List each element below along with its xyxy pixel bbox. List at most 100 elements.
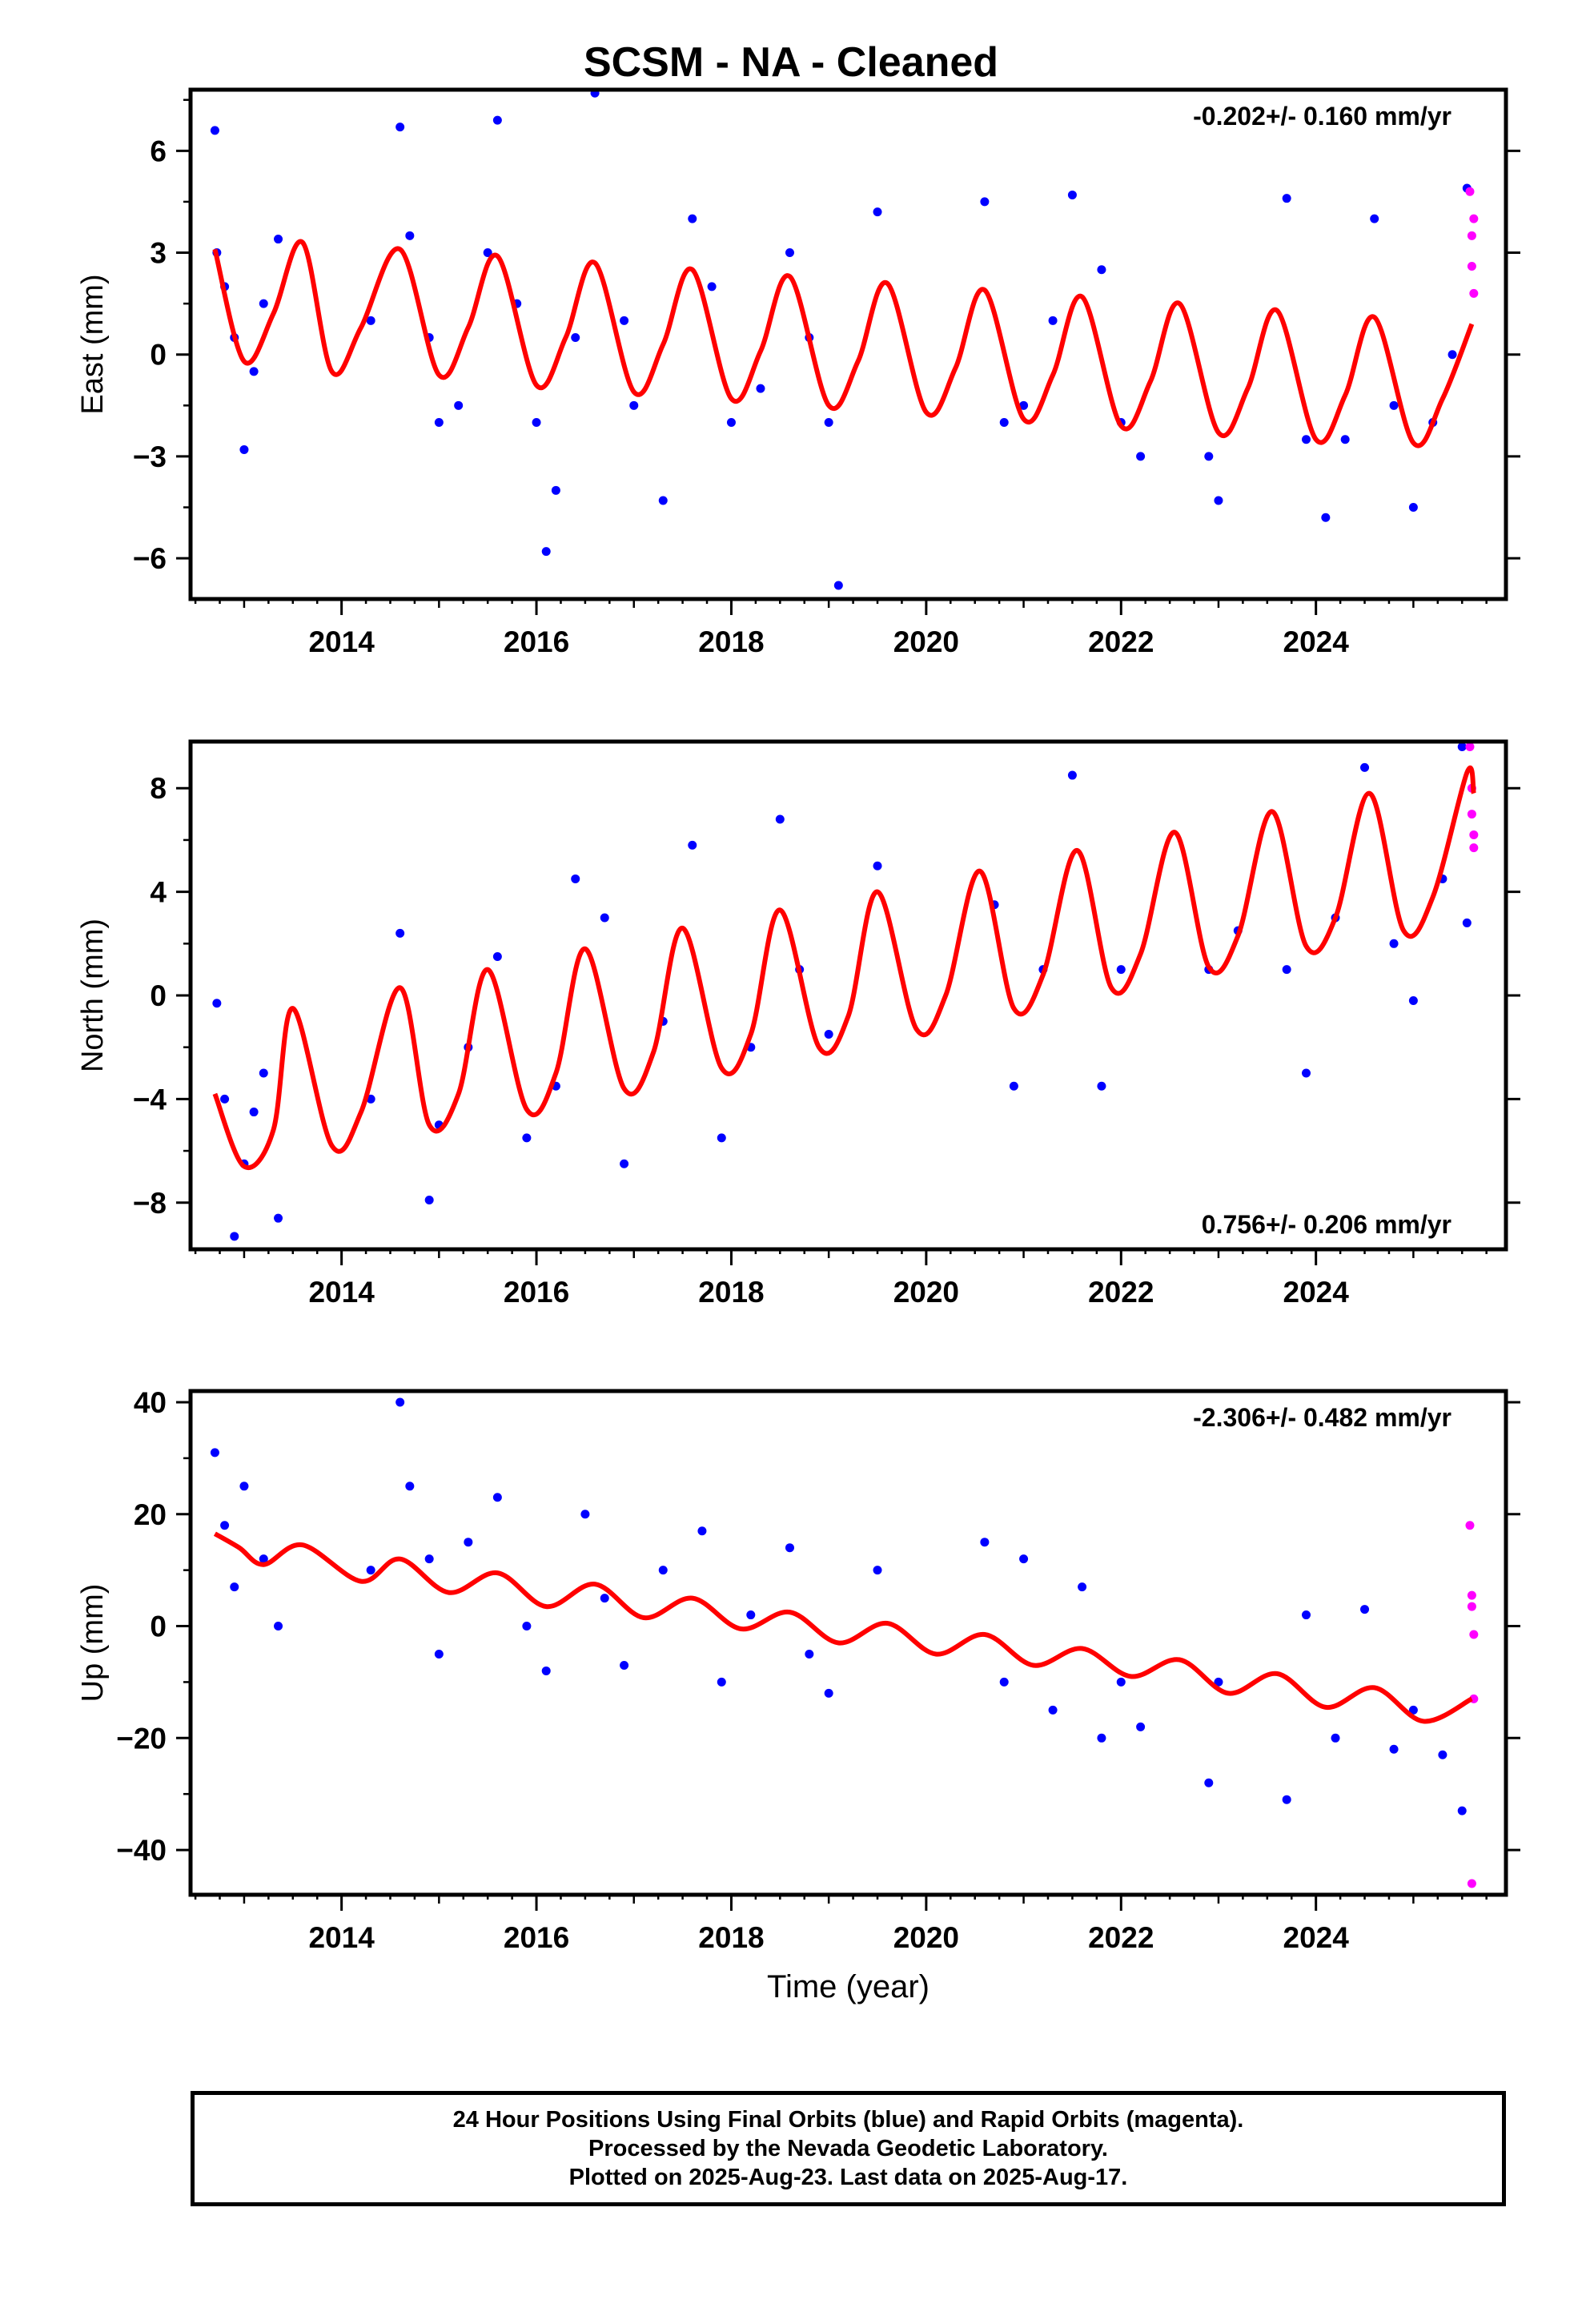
x-tick-label: 2014 bbox=[308, 1276, 375, 1309]
final-orbit-point bbox=[697, 1526, 707, 1536]
rapid-orbit-point bbox=[1467, 231, 1476, 240]
final-orbit-point bbox=[785, 248, 794, 258]
final-orbit-point bbox=[999, 418, 1009, 428]
final-orbit-point bbox=[1389, 939, 1399, 948]
y-tick-label: 3 bbox=[150, 237, 167, 270]
final-orbit-point bbox=[571, 874, 580, 883]
final-orbit-point bbox=[620, 1159, 629, 1168]
final-orbit-point bbox=[785, 1543, 794, 1553]
rate-label: 0.756+/- 0.206 mm/yr bbox=[1202, 1210, 1452, 1239]
chart-title: SCSM - NA - Cleaned bbox=[583, 39, 999, 86]
model-fit-line bbox=[212, 765, 1476, 1170]
y-tick-label: 20 bbox=[134, 1498, 167, 1531]
final-orbit-point bbox=[1321, 513, 1331, 522]
final-orbit-point bbox=[464, 1538, 473, 1547]
final-orbit-point bbox=[824, 1030, 833, 1039]
y-tick-label: 6 bbox=[150, 135, 167, 167]
x-tick-label: 2024 bbox=[1283, 1276, 1350, 1309]
rapid-orbit-point bbox=[1467, 1602, 1476, 1611]
footer-line-orbits: 24 Hour Positions Using Final Orbits (bl… bbox=[452, 2107, 1244, 2133]
final-orbit-point bbox=[1302, 1068, 1311, 1078]
final-orbit-point bbox=[259, 299, 268, 308]
final-orbit-point bbox=[434, 1649, 444, 1659]
x-tick-label: 2014 bbox=[308, 625, 375, 658]
final-orbit-point bbox=[1067, 190, 1077, 199]
final-orbit-point bbox=[824, 1688, 833, 1698]
final-orbit-point bbox=[707, 282, 717, 292]
final-orbit-point bbox=[1019, 1554, 1029, 1564]
final-orbit-point bbox=[688, 840, 697, 850]
final-orbit-point bbox=[1048, 1705, 1058, 1715]
final-orbit-point bbox=[1282, 194, 1291, 203]
final-orbit-point bbox=[1204, 452, 1214, 461]
final-orbit-point bbox=[220, 1521, 230, 1530]
final-orbit-point bbox=[424, 1554, 434, 1564]
rapid-orbit-point bbox=[1467, 261, 1476, 271]
final-orbit-point bbox=[1389, 1744, 1399, 1754]
y-tick-label: −6 bbox=[133, 542, 167, 575]
final-orbit-point bbox=[1360, 762, 1370, 772]
final-orbit-point bbox=[1136, 452, 1146, 461]
final-orbit-point bbox=[1009, 1081, 1018, 1091]
x-tick-label: 2022 bbox=[1088, 1921, 1154, 1954]
footer-line-processor: Processed by the Nevada Geodetic Laborat… bbox=[588, 2136, 1108, 2161]
final-orbit-point bbox=[580, 1510, 590, 1519]
final-orbit-point bbox=[454, 400, 464, 410]
final-orbit-point bbox=[571, 333, 580, 343]
rapid-orbit-point bbox=[1467, 1590, 1476, 1600]
y-tick-label: −20 bbox=[116, 1722, 167, 1755]
final-orbit-point bbox=[532, 418, 541, 428]
final-orbit-point bbox=[551, 485, 560, 495]
final-orbit-point bbox=[600, 1594, 609, 1603]
final-orbit-point bbox=[220, 1094, 230, 1104]
x-axis-label: Time (year) bbox=[767, 1969, 930, 2004]
final-orbit-point bbox=[1214, 1677, 1223, 1687]
final-orbit-point bbox=[212, 999, 222, 1008]
final-orbit-point bbox=[1097, 265, 1106, 275]
footer-line-dates: Plotted on 2025-Aug-23. Last data on 202… bbox=[568, 2165, 1128, 2190]
x-tick-label: 2018 bbox=[698, 1921, 764, 1954]
final-orbit-point bbox=[396, 928, 405, 938]
final-orbit-point bbox=[873, 1566, 882, 1575]
y-axis-label: North (mm) bbox=[76, 919, 110, 1072]
final-orbit-point bbox=[717, 1133, 726, 1143]
final-orbit-point bbox=[717, 1677, 726, 1687]
final-orbit-point bbox=[658, 1566, 668, 1575]
final-orbit-point bbox=[522, 1133, 532, 1143]
y-tick-label: −8 bbox=[133, 1187, 167, 1220]
final-orbit-point bbox=[366, 1094, 375, 1104]
y-tick-label: −40 bbox=[116, 1834, 167, 1867]
final-orbit-point bbox=[1447, 350, 1457, 360]
y-tick-label: 0 bbox=[150, 339, 167, 372]
final-orbit-point bbox=[541, 1666, 551, 1675]
x-tick-label: 2024 bbox=[1283, 1921, 1350, 1954]
rate-label: -2.306+/- 0.482 mm/yr bbox=[1193, 1403, 1452, 1432]
y-axis-label: Up (mm) bbox=[76, 1584, 110, 1703]
x-tick-label: 2018 bbox=[698, 625, 764, 658]
final-orbit-point bbox=[1331, 1733, 1340, 1743]
panel-frame bbox=[188, 1389, 1508, 1897]
final-orbit-point bbox=[230, 1582, 239, 1592]
final-orbit-point bbox=[1078, 1582, 1087, 1592]
rapid-orbit-point bbox=[1465, 742, 1475, 751]
panel-up: 2014 2016 2018 2020 2022 2024 −40 −20 0 20 40 Up (m… bbox=[76, 1386, 1520, 1954]
y-tick-label: −3 bbox=[133, 440, 167, 473]
final-orbit-point bbox=[1204, 1778, 1214, 1787]
rapid-orbit-point bbox=[1469, 843, 1479, 853]
final-orbit-point bbox=[833, 581, 843, 590]
final-orbit-point bbox=[1457, 1806, 1467, 1815]
final-orbit-point bbox=[210, 1448, 219, 1458]
final-orbit-point bbox=[259, 1554, 268, 1564]
final-orbit-point bbox=[756, 384, 765, 393]
panel-series-group bbox=[210, 1397, 1479, 1888]
final-orbit-point bbox=[492, 951, 502, 961]
y-tick-label: 8 bbox=[150, 772, 167, 805]
final-orbit-point bbox=[824, 418, 833, 428]
y-tick-label: 0 bbox=[150, 1610, 167, 1643]
final-orbit-point bbox=[746, 1610, 756, 1620]
final-orbit-point bbox=[1302, 435, 1311, 444]
final-orbit-point bbox=[620, 1660, 629, 1670]
final-orbit-point bbox=[1360, 1605, 1370, 1614]
x-tick-label: 2018 bbox=[698, 1276, 764, 1309]
